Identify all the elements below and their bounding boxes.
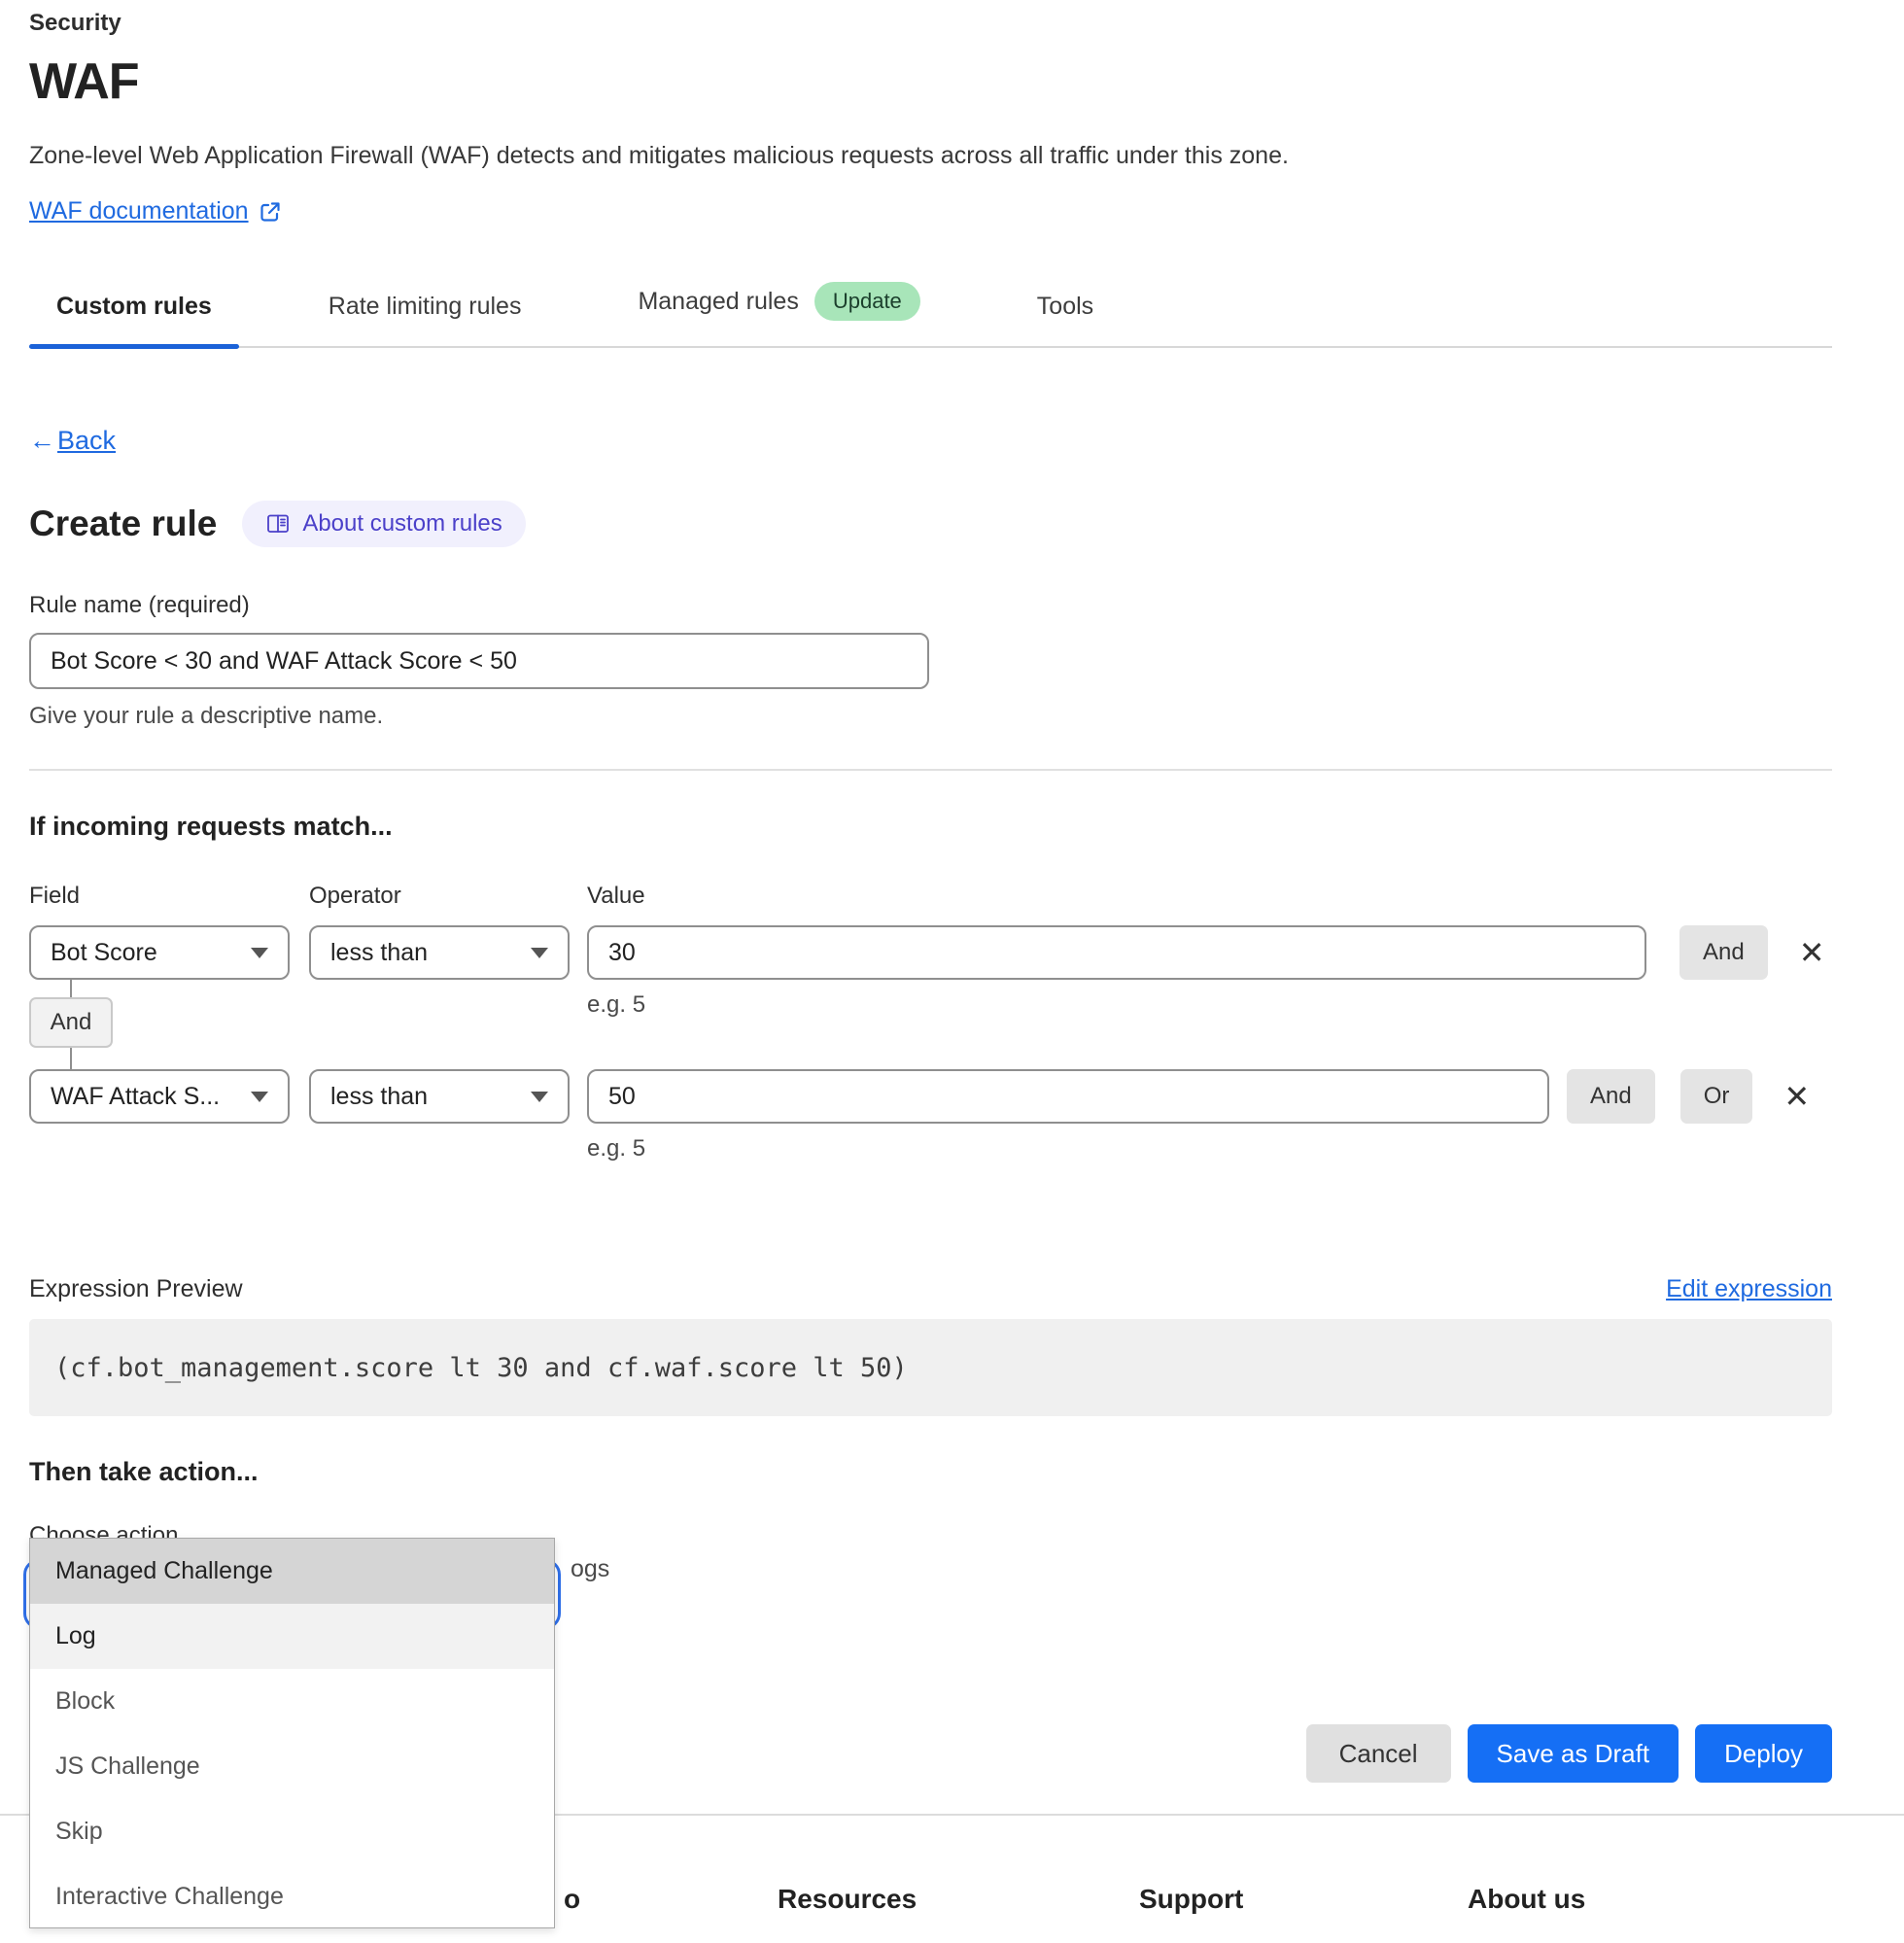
expression-preview-box: (cf.bot_management.score lt 30 and cf.wa… xyxy=(29,1319,1832,1416)
value-hint: e.g. 5 xyxy=(587,991,646,1018)
column-label-value: Value xyxy=(587,883,645,909)
footer-heading-clipped: o xyxy=(564,1884,581,1914)
about-custom-rules-pill[interactable]: About custom rules xyxy=(242,501,526,547)
column-label-operator: Operator xyxy=(309,883,401,909)
field-select-value: Bot Score xyxy=(51,938,157,966)
footer-divider xyxy=(0,1814,1904,1816)
waf-page: Security WAF Zone-level Web Application … xyxy=(23,10,1832,1783)
expression-preview-label: Expression Preview xyxy=(29,1275,243,1302)
connector-line xyxy=(70,1048,72,1069)
remove-condition-button[interactable]: ✕ xyxy=(1778,1081,1816,1112)
rule-name-help: Give your rule a descriptive name. xyxy=(29,703,384,729)
match-heading: If incoming requests match... xyxy=(29,812,393,841)
footer-heading-support: Support xyxy=(1139,1884,1244,1914)
dropdown-option-js-challenge[interactable]: JS Challenge xyxy=(55,1752,200,1780)
back-link[interactable]: Back xyxy=(57,426,117,455)
dropdown-option-block[interactable]: Block xyxy=(55,1687,116,1715)
connector-zone: e.g. 5 And xyxy=(29,980,1832,1069)
tab-label: Tools xyxy=(1036,293,1094,320)
tab-label: Rate limiting rules xyxy=(328,293,522,320)
update-badge: Update xyxy=(814,282,920,321)
tab-custom-rules[interactable]: Custom rules xyxy=(29,293,239,349)
page-title: WAF xyxy=(29,53,140,110)
dropdown-option-managed-challenge[interactable]: Managed Challenge xyxy=(30,1539,554,1604)
edit-expression-link[interactable]: Edit expression xyxy=(1666,1275,1832,1302)
clipped-helper-text: ogs xyxy=(571,1555,610,1582)
condition-row-1: Bot Score less than And ✕ xyxy=(29,925,1832,980)
connector-line xyxy=(70,980,72,997)
breadcrumb-security: Security xyxy=(29,10,121,36)
create-rule-heading: Create rule xyxy=(29,503,218,543)
footer-heading-about-us: About us xyxy=(1468,1884,1586,1914)
dropdown-option-interactive-challenge[interactable]: Interactive Challenge xyxy=(55,1883,284,1910)
tab-label: Custom rules xyxy=(56,293,212,320)
tab-tools[interactable]: Tools xyxy=(1010,293,1121,346)
action-dropdown-menu: Managed Challenge Log Block JS Challenge… xyxy=(29,1538,555,1928)
rule-name-input[interactable] xyxy=(29,633,929,689)
chevron-down-icon xyxy=(251,1091,268,1102)
operator-select-value: less than xyxy=(330,938,429,966)
cancel-button[interactable]: Cancel xyxy=(1305,1724,1451,1783)
external-link-icon xyxy=(259,200,282,224)
footer: o Resources Support About us xyxy=(0,1884,1904,1943)
rule-name-label: Rule name (required) xyxy=(29,592,250,618)
chevron-down-icon xyxy=(531,947,548,958)
tab-managed-rules[interactable]: Managed rules Update xyxy=(610,282,947,346)
operator-select-value: less than xyxy=(330,1082,429,1110)
chevron-down-icon xyxy=(251,947,268,958)
field-select-value: WAF Attack S... xyxy=(51,1082,221,1110)
tab-rate-limiting-rules[interactable]: Rate limiting rules xyxy=(301,293,549,346)
value-hint: e.g. 5 xyxy=(587,1135,646,1162)
remove-condition-button[interactable]: ✕ xyxy=(1793,937,1831,968)
about-pill-label: About custom rules xyxy=(302,510,502,537)
field-select[interactable]: WAF Attack S... xyxy=(29,1069,290,1124)
dropdown-option-skip[interactable]: Skip xyxy=(55,1818,103,1845)
add-and-button[interactable]: And xyxy=(1567,1069,1655,1124)
expression-code: (cf.bot_management.score lt 30 and cf.wa… xyxy=(54,1352,908,1383)
operator-select[interactable]: less than xyxy=(309,925,570,980)
waf-documentation-link[interactable]: WAF documentation xyxy=(29,197,249,225)
field-select[interactable]: Bot Score xyxy=(29,925,290,980)
add-and-button[interactable]: And xyxy=(1679,925,1768,980)
back-arrow-icon: ← xyxy=(29,426,55,455)
tab-label: Managed rules xyxy=(638,287,799,315)
tab-bar: Custom rules Rate limiting rules Managed… xyxy=(29,282,1832,349)
value-input[interactable] xyxy=(587,925,1646,980)
dropdown-option-log[interactable]: Log xyxy=(30,1604,554,1669)
deploy-button[interactable]: Deploy xyxy=(1695,1724,1832,1783)
value-input[interactable] xyxy=(587,1069,1549,1124)
save-as-draft-button[interactable]: Save as Draft xyxy=(1467,1724,1679,1783)
add-or-button[interactable]: Or xyxy=(1679,1069,1753,1124)
operator-select[interactable]: less than xyxy=(309,1069,570,1124)
action-heading: Then take action... xyxy=(29,1457,259,1486)
book-icon xyxy=(265,512,291,536)
footer-heading-resources: Resources xyxy=(778,1884,917,1914)
column-label-field: Field xyxy=(29,883,81,909)
section-divider xyxy=(29,769,1832,771)
and-connector-chip: And xyxy=(29,997,113,1048)
chevron-down-icon xyxy=(531,1091,548,1102)
condition-row-2: WAF Attack S... less than And Or ✕ xyxy=(29,1069,1832,1124)
page-description: Zone-level Web Application Firewall (WAF… xyxy=(29,142,1289,169)
